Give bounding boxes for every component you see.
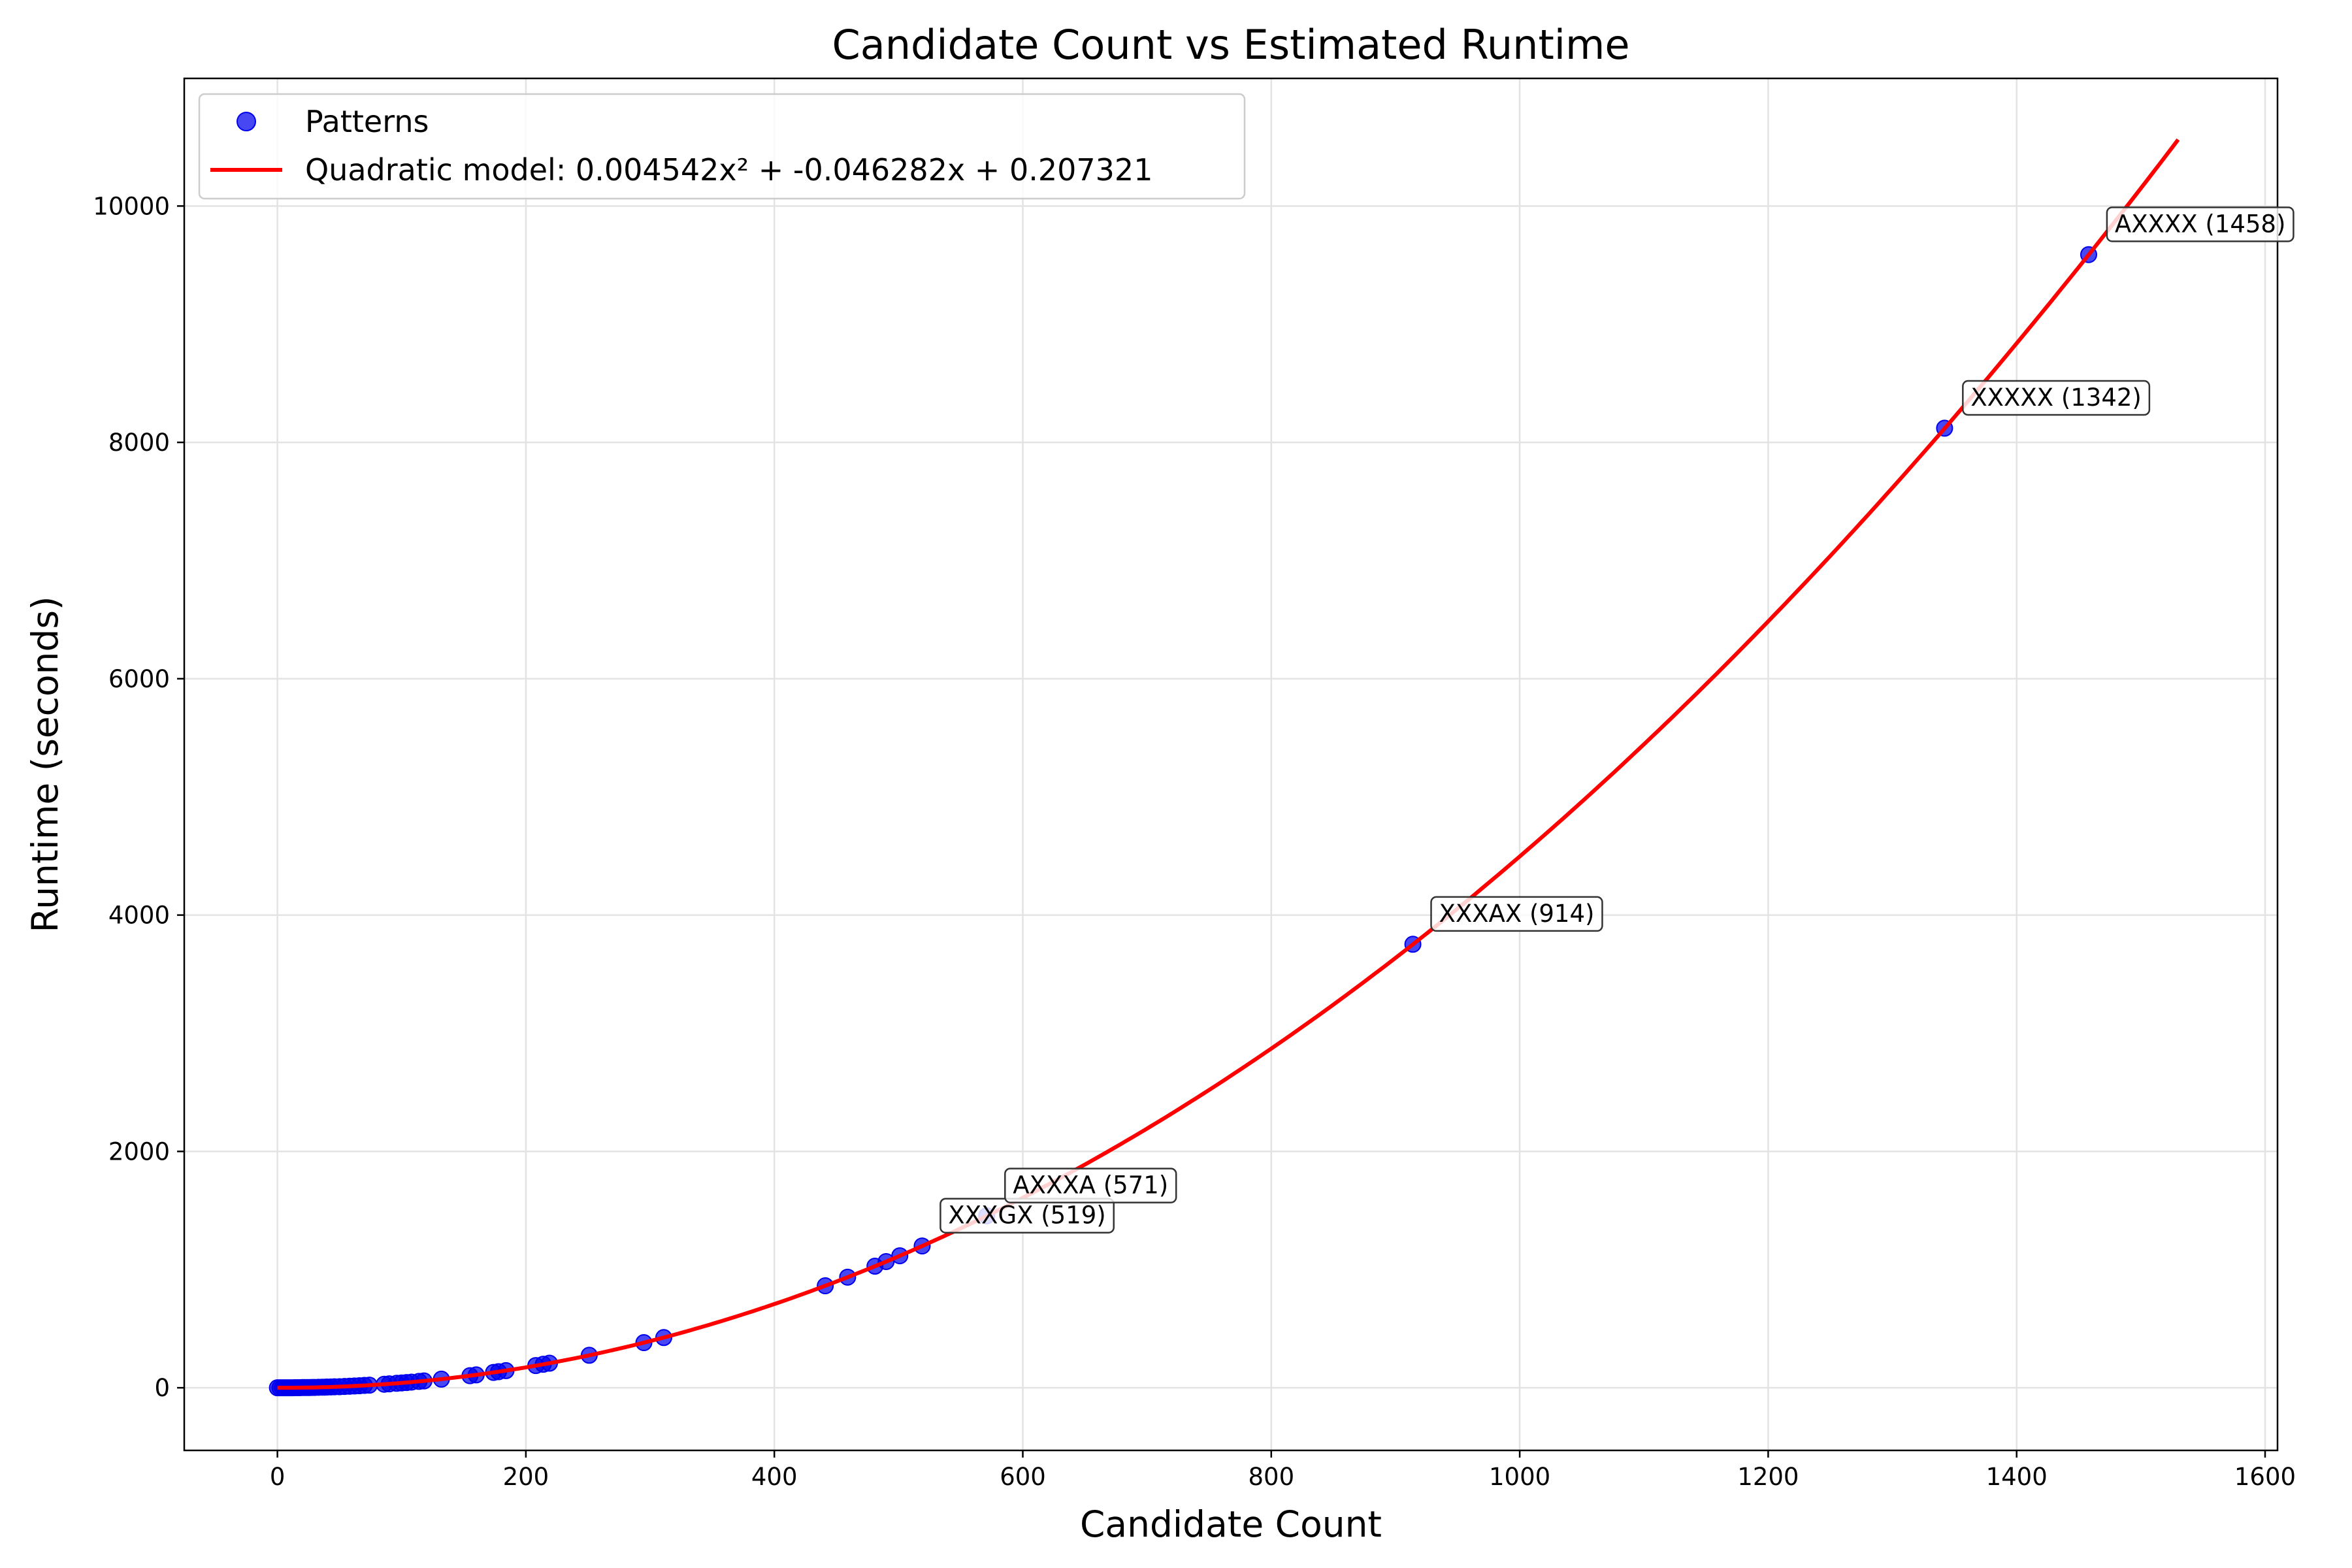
annotation-label: XXXXX (1342) bbox=[1970, 384, 2142, 412]
annotation-label: AXXXA (571) bbox=[1013, 1171, 1168, 1200]
x-tick-label: 1400 bbox=[1986, 1463, 2048, 1491]
x-axis-title: Candidate Count bbox=[1080, 1503, 1382, 1545]
x-tick-label: 1200 bbox=[1737, 1463, 1799, 1491]
y-tick-label: 6000 bbox=[108, 665, 170, 693]
legend-marker-patterns bbox=[237, 112, 256, 131]
annotations: XXXGX (519)AXXXA (571) XXXAX (914) XXXXX (… bbox=[939, 206, 2295, 1233]
x-tick-label: 1000 bbox=[1489, 1463, 1550, 1491]
annotation-label: XXXAX (914) bbox=[1439, 900, 1594, 928]
y-tick-label: 8000 bbox=[108, 429, 170, 457]
annotation: AXXXX (1458) bbox=[2106, 206, 2295, 242]
x-tick-label: 0 bbox=[270, 1463, 286, 1491]
y-tick-label: 2000 bbox=[108, 1137, 170, 1166]
legend: Patterns Quadratic model: 0.004542x² + -… bbox=[198, 93, 1246, 200]
x-tick-label: 400 bbox=[751, 1463, 798, 1491]
plot-frame bbox=[183, 77, 2279, 1452]
model-line bbox=[277, 138, 2180, 1390]
x-tick-label: 600 bbox=[1000, 1463, 1046, 1491]
annotation-box bbox=[2106, 206, 2295, 242]
plot-area bbox=[269, 138, 2180, 1397]
legend-box bbox=[198, 93, 1246, 200]
grid bbox=[184, 78, 2278, 1450]
annotation: XXXGX (519) bbox=[939, 1198, 1115, 1233]
y-tick-label: 0 bbox=[154, 1374, 170, 1402]
annotation-label: XXXGX (519) bbox=[948, 1201, 1105, 1230]
annotation-box bbox=[1004, 1168, 1177, 1203]
x-tick-label: 200 bbox=[503, 1463, 549, 1491]
chart-title: Candidate Count vs Estimated Runtime bbox=[832, 21, 1629, 69]
x-tick-label: 800 bbox=[1248, 1463, 1294, 1491]
legend-label-patterns: Patterns bbox=[305, 104, 429, 139]
annotation: XXXXX (1342) bbox=[1962, 380, 2151, 416]
y-tick-label: 4000 bbox=[108, 902, 170, 930]
y-tick-label: 10000 bbox=[93, 192, 170, 220]
annotation-label: AXXXX (1458) bbox=[2115, 210, 2286, 238]
axes: 0 200 400 600 800 1000 1200 1400 1600 0 2000 4000 60… bbox=[93, 192, 2296, 1491]
x-tick-label: 1600 bbox=[2234, 1463, 2296, 1491]
annotation: AXXXA (571) bbox=[1004, 1168, 1177, 1203]
annotation-box bbox=[1430, 896, 1603, 932]
annotation: XXXAX (914) bbox=[1430, 896, 1603, 932]
legend-label-model: Quadratic model: 0.004542x² + -0.046282x… bbox=[305, 152, 1152, 188]
annotation-box bbox=[1962, 380, 2151, 416]
y-axis-title: Runtime (seconds) bbox=[24, 596, 66, 933]
